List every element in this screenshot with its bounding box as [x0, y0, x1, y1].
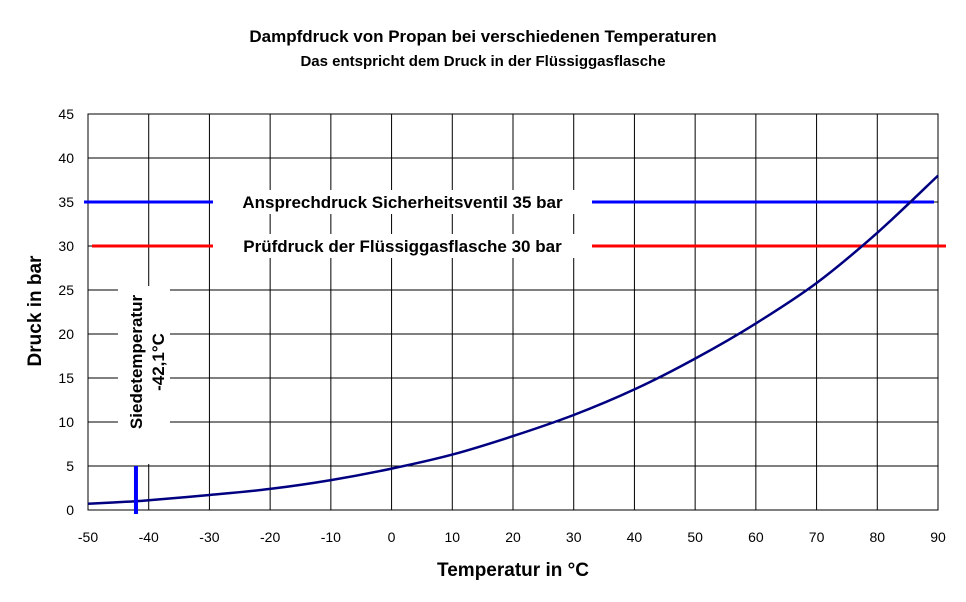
y-tick-label: 45 — [58, 106, 74, 122]
x-tick-label: -50 — [78, 529, 98, 545]
y-tick-label: 15 — [58, 370, 74, 386]
x-tick-label: -30 — [199, 529, 219, 545]
reference-label: Ansprechdruck Sicherheitsventil 35 bar — [242, 193, 563, 212]
x-tick-label: -10 — [321, 529, 341, 545]
y-tick-label: 10 — [58, 414, 74, 430]
x-axis-ticks: -50 -40 -30 -20 -10 0 10 20 30 40 50 60 70 80 90 — [78, 529, 946, 545]
reference-lines: Ansprechdruck Sicherheitsventil 35 bar Pr… — [84, 190, 946, 258]
annotation-layer: Siedetemperatur -42,1°C — [117, 286, 170, 514]
series-layer — [87, 174, 939, 506]
grid — [87, 113, 939, 511]
x-tick-label: 40 — [627, 529, 643, 545]
annotation-box — [117, 286, 170, 464]
reference-label-box — [213, 234, 592, 258]
x-tick-label: -40 — [139, 529, 159, 545]
chart-title: Dampfdruck von Propan bei verschiedenen … — [249, 27, 716, 46]
x-tick-label: 70 — [809, 529, 825, 545]
annotation-value: -42,1°C — [149, 333, 168, 391]
x-tick-label: 0 — [388, 529, 396, 545]
y-tick-label: 40 — [58, 150, 74, 166]
x-tick-label: 50 — [687, 529, 703, 545]
x-tick-label: 10 — [444, 529, 460, 545]
x-tick-label: 60 — [748, 529, 764, 545]
plot-frame — [87, 113, 939, 511]
y-axis-label: Druck in bar — [25, 255, 46, 366]
y-tick-label: 20 — [58, 326, 74, 342]
reference-label-box — [213, 190, 592, 214]
chart-subtitle: Das entspricht dem Druck in der Flüssigg… — [300, 53, 665, 70]
y-tick-label: 5 — [66, 458, 74, 474]
y-tick-label: 35 — [58, 194, 74, 210]
vapor-pressure-curve — [87, 174, 939, 506]
reference-label: Prüfdruck der Flüssiggasflasche 30 bar — [243, 237, 562, 256]
y-tick-label: 25 — [58, 282, 74, 298]
annotation-label: Siedetemperatur — [127, 295, 146, 430]
y-tick-label: 0 — [66, 502, 74, 518]
x-tick-label: -20 — [260, 529, 280, 545]
x-tick-label: 20 — [505, 529, 521, 545]
x-axis-label: Temperatur in °C — [437, 560, 589, 581]
y-axis-ticks: 0 5 10 15 20 25 30 35 40 45 — [58, 106, 74, 518]
x-tick-label: 30 — [566, 529, 582, 545]
x-tick-label: 90 — [930, 529, 946, 545]
x-tick-label: 80 — [869, 529, 885, 545]
y-tick-label: 30 — [58, 238, 74, 254]
